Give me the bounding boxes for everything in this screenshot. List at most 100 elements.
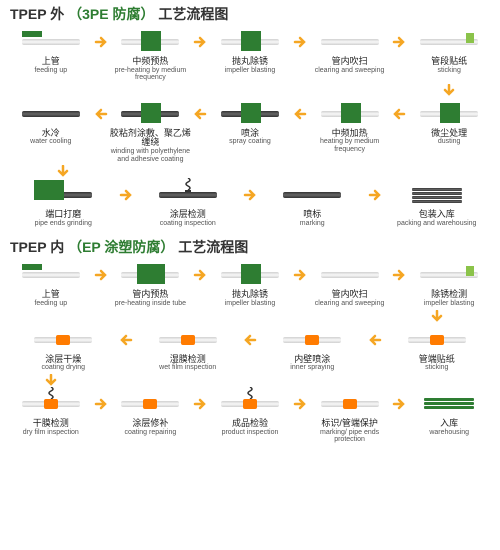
- step-label-en: clearing and sweeping: [315, 67, 385, 74]
- process-step: 涂层修补 coating repairing: [108, 390, 194, 436]
- process-step: 湿膜检测 wet film inspection: [133, 326, 244, 372]
- step-icon: [21, 390, 81, 418]
- step-label-en: sticking: [438, 67, 461, 74]
- step-label-en: impeller blasting: [424, 300, 475, 307]
- step-icon: [419, 100, 479, 128]
- step-icon: [282, 181, 342, 209]
- step-label-cn: 标识/管端保护: [321, 419, 378, 429]
- step-label-en: pre-heating by medium frequency: [108, 67, 194, 82]
- step-label-cn: 干膜检测: [33, 419, 69, 429]
- process-step: 水冷 water cooling: [8, 100, 94, 146]
- process-step: 成品检验 product inspection: [207, 390, 293, 436]
- step-icon: [120, 100, 180, 128]
- step-icon: [407, 181, 467, 209]
- step-label-cn: 入库: [440, 419, 458, 429]
- flow-arrow-icon: [193, 100, 207, 128]
- step-label-cn: 管内吹扫: [332, 57, 368, 67]
- step-label-en: coating inspection: [160, 220, 216, 227]
- step-label-cn: 湿膜检测: [170, 355, 206, 365]
- flow-arrow-icon: [243, 181, 257, 209]
- process-step: 标识/管端保护 marking/ pipe ends protection: [307, 390, 393, 444]
- flow-arrow-icon: [193, 261, 207, 289]
- step-label-cn: 涂层干燥: [45, 355, 81, 365]
- step-icon: [33, 326, 93, 354]
- step-label-en: clearing and sweeping: [315, 300, 385, 307]
- step-label-cn: 包装入库: [419, 210, 455, 220]
- step-label-en: packing and warehousing: [397, 220, 476, 227]
- step-icon: [220, 390, 280, 418]
- process-step: 除锈检测 impeller blasting: [406, 261, 492, 307]
- process-step: 内壁喷涂 inner spraying: [257, 326, 368, 372]
- flow-arrow-icon: [94, 390, 108, 418]
- step-icon: [282, 326, 342, 354]
- process-step: 管内预热 pre-heating inside tube: [108, 261, 194, 307]
- flow-arrow-icon: [368, 326, 382, 354]
- step-icon: [407, 326, 467, 354]
- flow-arrow-icon: [94, 28, 108, 56]
- title1-suffix: 工艺流程图: [158, 6, 228, 22]
- row-connector: [8, 84, 492, 98]
- section2-diagram: 上管 feeding up 管内预热 pre-heating inside tu…: [0, 261, 500, 443]
- flow-arrow-icon: [392, 390, 406, 418]
- step-label-cn: 内壁喷涂: [294, 355, 330, 365]
- step-label-cn: 成品检验: [232, 419, 268, 429]
- step-icon: [220, 28, 280, 56]
- process-row: 水冷 water cooling 胶粘剂涂敷、聚乙烯缠绕 winding wit…: [8, 100, 492, 163]
- step-icon: [120, 28, 180, 56]
- step-icon: [419, 390, 479, 418]
- step-icon: [33, 181, 93, 209]
- title1-green: （3PE 防腐）: [68, 6, 154, 22]
- process-row: 端口打磨 pipe ends grinding 涂层检测 coating ins…: [8, 181, 492, 227]
- step-label-cn: 中频加热: [332, 129, 368, 139]
- flow-arrow-icon: [193, 28, 207, 56]
- step-label-cn: 抛丸除锈: [232, 290, 268, 300]
- step-label-en: feeding up: [34, 300, 67, 307]
- step-label-en: spray coating: [229, 138, 271, 145]
- flow-arrow-icon: [94, 261, 108, 289]
- step-icon: [120, 261, 180, 289]
- flow-arrow-icon: [392, 261, 406, 289]
- step-label-en: wet film inspection: [159, 364, 216, 371]
- flowchart-container: TPEP 外 （3PE 防腐） 工艺流程图 上管 feeding up 中频预热…: [0, 0, 500, 443]
- step-label-en: pre-heating inside tube: [115, 300, 186, 307]
- step-label-en: warehousing: [429, 429, 469, 436]
- step-label-cn: 胶粘剂涂敷、聚乙烯缠绕: [108, 129, 194, 149]
- process-step: 管段贴纸 sticking: [406, 28, 492, 74]
- process-step: 喷涂 spray coating: [207, 100, 293, 146]
- step-label-cn: 端口打磨: [45, 210, 81, 220]
- step-label-cn: 管端贴纸: [419, 355, 455, 365]
- step-label-cn: 微尘处理: [431, 129, 467, 139]
- title2-green: （EP 涂塑防腐）: [68, 239, 174, 255]
- flow-arrow-icon: [94, 100, 108, 128]
- process-step: 胶粘剂涂敷、聚乙烯缠绕 winding with polyethylene an…: [108, 100, 194, 163]
- flow-arrow-icon: [119, 181, 133, 209]
- step-icon: [320, 261, 380, 289]
- step-label-en: winding with polyethylene and adhesive c…: [108, 148, 194, 163]
- section2-title: TPEP 内 （EP 涂塑防腐） 工艺流程图: [0, 233, 500, 261]
- step-label-en: impeller blasting: [225, 67, 276, 74]
- step-label-cn: 水冷: [42, 129, 60, 139]
- row-connector: [8, 165, 492, 179]
- step-label-cn: 上管: [42, 290, 60, 300]
- step-label-en: inner spraying: [290, 364, 334, 371]
- step-label-cn: 上管: [42, 57, 60, 67]
- step-icon: [21, 261, 81, 289]
- step-label-cn: 涂层修补: [132, 419, 168, 429]
- step-label-en: dusting: [438, 138, 461, 145]
- step-label-cn: 喷涂: [241, 129, 259, 139]
- process-step: 抛丸除锈 impeller blasting: [207, 261, 293, 307]
- process-step: 包装入库 packing and warehousing: [382, 181, 493, 227]
- step-label-en: product inspection: [222, 429, 279, 436]
- process-step: 管端贴纸 sticking: [382, 326, 493, 372]
- step-label-en: water cooling: [30, 138, 71, 145]
- step-label-cn: 除锈检测: [431, 290, 467, 300]
- step-label-en: pipe ends grinding: [35, 220, 92, 227]
- step-label-en: impeller blasting: [225, 300, 276, 307]
- step-icon: [320, 100, 380, 128]
- step-icon: [220, 100, 280, 128]
- step-icon: [120, 390, 180, 418]
- step-label-en: heating by medium frequency: [307, 138, 393, 153]
- row-connector: [8, 374, 492, 388]
- flow-arrow-icon: [293, 28, 307, 56]
- flow-arrow-icon: [293, 390, 307, 418]
